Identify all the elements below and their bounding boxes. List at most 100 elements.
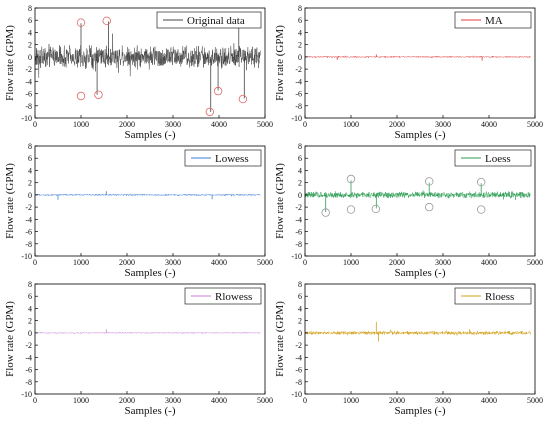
x-tick-label: 3000	[165, 396, 181, 405]
x-tick-label: 1000	[343, 396, 359, 405]
x-tick-label: 0	[303, 120, 307, 129]
y-tick-label: -2	[25, 65, 32, 74]
x-tick-label: 5000	[257, 396, 273, 405]
y-tick-label: 6	[28, 16, 32, 25]
y-tick-label: -2	[295, 65, 302, 74]
series-line	[34, 193, 261, 197]
x-tick-label: 1000	[343, 258, 359, 267]
y-tick-label: -10	[291, 114, 302, 123]
annotation-circle	[425, 202, 434, 212]
x-tick-label: 1000	[73, 120, 89, 129]
y-tick-label: 8	[298, 142, 302, 151]
x-tick-label: 4000	[211, 396, 227, 405]
y-tick-label: -8	[295, 102, 302, 111]
legend: Rloess	[454, 287, 532, 305]
y-tick-label: 4	[28, 304, 32, 313]
x-tick-label: 0	[303, 258, 307, 267]
legend: Rlowess	[184, 287, 262, 305]
y-tick-label: 4	[298, 28, 302, 37]
y-tick-label: 0	[298, 53, 302, 62]
y-tick-label: -10	[291, 390, 302, 399]
x-tick-label: 0	[33, 258, 37, 267]
y-tick-label: 6	[298, 292, 302, 301]
plot-frame	[34, 7, 266, 119]
y-tick-label: 8	[28, 142, 32, 151]
chart-panel-3: 0 1000 2000 3000 4000 5000 -10 -8 -6 -4 -2 0 2 4 6 8 Sam…	[4, 142, 273, 279]
plot-frame	[34, 145, 266, 257]
x-tick-label: 0	[33, 120, 37, 129]
x-tick-label: 5000	[257, 120, 273, 129]
series-line	[304, 329, 531, 336]
annotation-circle	[76, 91, 86, 101]
series-line	[304, 54, 531, 59]
legend-box	[156, 11, 262, 29]
plot-frame	[34, 283, 266, 395]
y-tick-label: -8	[25, 102, 32, 111]
y-tick-label: 6	[28, 154, 32, 163]
legend-box	[454, 287, 532, 305]
annotation-circle	[425, 177, 434, 186]
x-tick-label: 4000	[481, 396, 497, 405]
y-axis-title: Flow rate (GPM)	[4, 25, 16, 101]
x-axis-title: Samples (-)	[124, 129, 175, 141]
y-tick-label: 2	[298, 317, 302, 326]
series-line	[304, 190, 531, 200]
y-tick-label: -6	[25, 228, 32, 237]
series-line	[34, 33, 261, 78]
y-axis-title: Flow rate (GPM)	[4, 301, 16, 377]
annotation-circle	[102, 16, 111, 26]
x-tick-label: 5000	[257, 258, 273, 267]
y-tick-label: 0	[298, 329, 302, 338]
y-tick-label: 4	[28, 28, 32, 37]
y-tick-label: -10	[21, 252, 32, 261]
x-tick-label: 2000	[119, 120, 135, 129]
y-tick-label: 8	[28, 4, 32, 13]
x-axis-title: Samples (-)	[124, 405, 175, 417]
x-tick-label: 4000	[211, 258, 227, 267]
x-tick-label: 2000	[389, 120, 405, 129]
y-tick-label: -2	[295, 341, 302, 350]
y-tick-label: -4	[295, 353, 302, 362]
y-tick-label: -10	[21, 114, 32, 123]
legend-box	[454, 11, 532, 29]
y-tick-label: -4	[25, 353, 32, 362]
y-tick-label: -10	[21, 390, 32, 399]
y-tick-label: 6	[28, 292, 32, 301]
x-tick-label: 1000	[73, 396, 89, 405]
legend-label: Rlowess	[215, 291, 252, 303]
x-axis-title: Samples (-)	[394, 129, 445, 141]
y-tick-label: -4	[295, 77, 302, 86]
annotation-circle	[238, 94, 248, 104]
y-tick-label: 4	[298, 166, 302, 175]
y-tick-label: -6	[25, 90, 32, 99]
annotation-circle	[346, 174, 356, 184]
y-tick-label: -4	[25, 77, 32, 86]
y-tick-label: -4	[295, 215, 302, 224]
y-tick-label: -6	[295, 366, 302, 375]
y-tick-label: 2	[298, 41, 302, 50]
annotation-circle	[476, 177, 486, 187]
x-tick-label: 3000	[435, 258, 451, 267]
annotation-circle	[76, 18, 86, 27]
legend-box	[184, 149, 262, 167]
y-tick-label: 8	[298, 4, 302, 13]
annotation-circle	[346, 205, 356, 214]
y-tick-label: 4	[298, 304, 302, 313]
legend-label: Loess	[485, 153, 511, 165]
chart-panel-6: 0 1000 2000 3000 4000 5000 -10 -8 -6 -4 -2 0 2 4 6 8 Sam…	[274, 280, 543, 417]
annotation-circle	[321, 208, 330, 217]
x-tick-label: 3000	[165, 258, 181, 267]
y-tick-label: 6	[298, 16, 302, 25]
legend-box	[454, 149, 532, 167]
x-axis-title: Samples (-)	[124, 267, 175, 279]
x-tick-label: 3000	[435, 120, 451, 129]
x-tick-label: 5000	[527, 396, 543, 405]
legend: MA	[454, 11, 532, 29]
x-tick-label: 5000	[527, 258, 543, 267]
y-tick-label: 2	[298, 179, 302, 188]
legend: Lowess	[184, 149, 262, 167]
legend-label: Rloess	[485, 291, 514, 303]
y-axis-title: Flow rate (GPM)	[274, 301, 286, 377]
plot-frame	[304, 283, 536, 395]
